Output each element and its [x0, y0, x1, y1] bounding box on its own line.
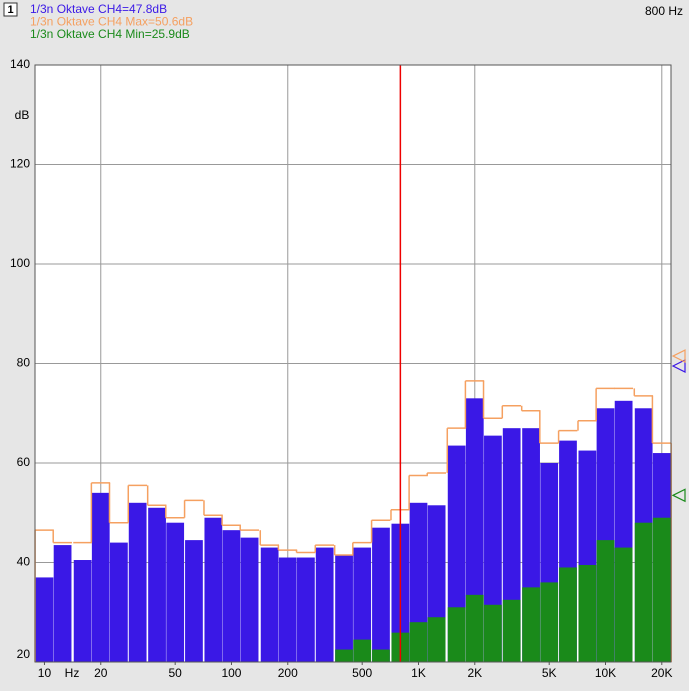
bar	[559, 567, 577, 662]
bar	[222, 530, 241, 662]
bar	[409, 622, 428, 662]
bar	[315, 547, 334, 662]
legend-entry: 1/3n Oktave CH4=47.8dB	[30, 2, 167, 16]
y-tick-label: 140	[10, 57, 30, 71]
legend-entry: 1/3n Oktave CH4 Min=25.9dB	[30, 27, 190, 41]
bar	[297, 557, 315, 662]
x-tick-label: 20K	[651, 666, 672, 680]
bar	[278, 557, 297, 662]
x-tick-label: 500	[352, 666, 372, 680]
x-tick-label: 5K	[542, 666, 557, 680]
y-unit: dB	[15, 108, 30, 122]
bar	[540, 582, 559, 662]
x-tick-label: 10	[38, 666, 52, 680]
x-tick-label: 200	[278, 666, 298, 680]
bar	[185, 540, 203, 662]
x-tick-label: 50	[169, 666, 183, 680]
bar	[335, 555, 353, 662]
bar	[447, 607, 466, 662]
bar	[204, 517, 223, 662]
bar	[465, 594, 484, 662]
channel-box[interactable]	[3, 2, 18, 17]
x-tick-label: 2K	[467, 666, 482, 680]
channel-label: 1	[7, 4, 13, 16]
bar	[148, 507, 166, 662]
bar	[522, 587, 540, 662]
bar	[427, 617, 446, 662]
bar	[372, 649, 390, 662]
x-tick-label: 1K	[411, 666, 426, 680]
bar	[110, 542, 128, 662]
y-tick-label: 100	[10, 256, 30, 270]
bar	[353, 547, 372, 662]
bar	[73, 560, 92, 662]
x-unit: Hz	[65, 666, 80, 680]
bar	[502, 599, 521, 662]
x-tick-label: 20	[94, 666, 108, 680]
level-marker	[671, 349, 686, 364]
bar	[35, 577, 54, 662]
bar	[240, 537, 259, 662]
bar	[484, 604, 502, 662]
bar	[372, 527, 390, 662]
plot-area	[34, 64, 672, 663]
y-tick-label: 20	[17, 647, 31, 661]
legend-entry: 1/3n Oktave CH4 Max=50.6dB	[30, 15, 193, 29]
bar	[614, 547, 633, 662]
y-tick-label: 80	[17, 356, 31, 370]
bar	[260, 547, 279, 662]
bar	[578, 564, 597, 662]
level-marker	[671, 359, 686, 373]
bar	[53, 545, 72, 662]
bar	[128, 502, 147, 662]
bar	[335, 649, 353, 662]
bar	[166, 522, 185, 662]
x-tick-label: 10K	[595, 666, 616, 680]
x-tick-label: 100	[221, 666, 241, 680]
y-tick-label: 120	[10, 157, 30, 171]
bar	[353, 639, 372, 662]
level-marker	[671, 488, 686, 503]
bar	[634, 522, 653, 662]
bar	[91, 492, 110, 662]
bar	[596, 540, 615, 662]
y-tick-label: 40	[17, 555, 31, 569]
cursor-label: 800 Hz	[645, 4, 683, 18]
y-tick-label: 60	[17, 455, 31, 469]
bar	[652, 517, 671, 662]
